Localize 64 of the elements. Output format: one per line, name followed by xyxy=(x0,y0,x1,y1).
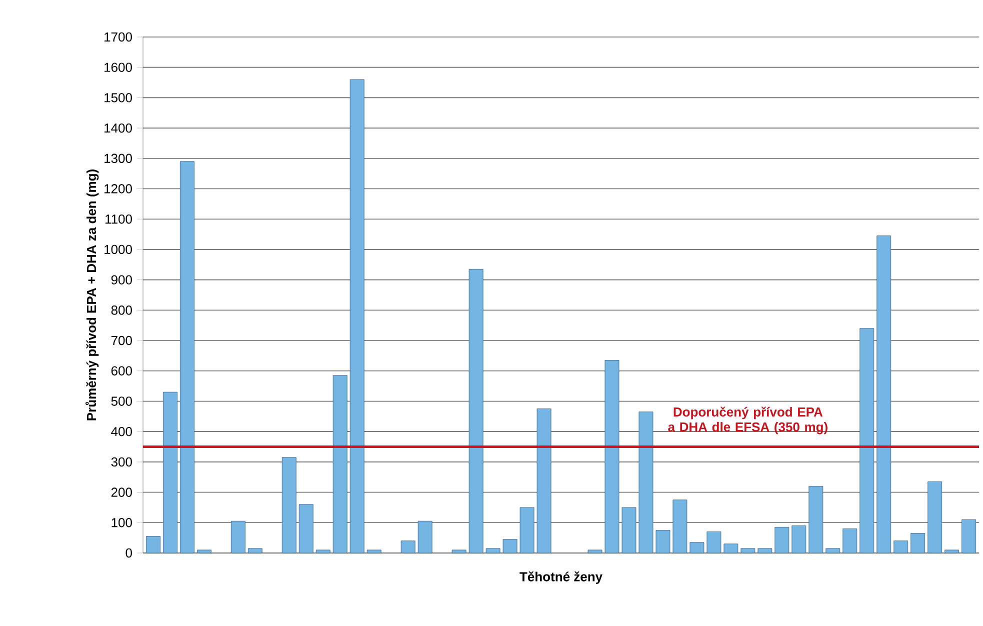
bar xyxy=(740,548,756,554)
y-tick-label: 100 xyxy=(112,518,132,528)
y-tick-label: 600 xyxy=(111,366,132,376)
bar xyxy=(672,500,688,554)
y-tick-label: 900 xyxy=(111,275,132,284)
bar xyxy=(860,328,874,554)
y-tick-label: 1000 xyxy=(104,244,132,254)
y-tick-label: 500 xyxy=(111,396,132,406)
y-tick-label: 300 xyxy=(111,457,132,467)
y-tick-label: 200 xyxy=(111,488,132,497)
bar xyxy=(826,548,840,554)
bar xyxy=(298,504,314,554)
bar xyxy=(928,481,942,554)
bar xyxy=(468,268,484,554)
bar xyxy=(656,530,670,554)
bar xyxy=(146,536,160,554)
bar xyxy=(638,412,654,554)
bar xyxy=(248,548,262,554)
y-tick-label: 1100 xyxy=(106,214,132,224)
bar xyxy=(962,519,976,554)
bar xyxy=(604,360,620,554)
bar xyxy=(520,507,534,554)
y-tick-label: 1400 xyxy=(104,123,132,133)
bar xyxy=(706,532,722,554)
y-tick-label: 400 xyxy=(111,426,132,436)
y-tick-label: 1500 xyxy=(104,93,132,102)
y-tick-label: 1700 xyxy=(104,32,132,42)
bar xyxy=(944,550,960,554)
bar xyxy=(502,539,518,554)
bar xyxy=(622,507,636,554)
bar xyxy=(350,79,364,554)
y-axis-title: Průměrný přívod EPA + DHA za den (mg) xyxy=(86,170,99,420)
bar xyxy=(332,375,348,554)
bar xyxy=(808,486,824,554)
bar xyxy=(162,392,178,554)
bar xyxy=(452,550,466,554)
ref-line-label: Doporučený přívod EPA a DHA dle EFSA (350 mg) xyxy=(668,406,828,434)
y-tick-label: 700 xyxy=(111,336,132,346)
y-tick-label: 1600 xyxy=(104,62,132,72)
bar xyxy=(876,236,892,554)
bar xyxy=(792,525,806,554)
bar xyxy=(230,520,246,554)
bar xyxy=(418,520,432,554)
bar xyxy=(774,526,790,554)
y-tick-label: 1300 xyxy=(104,154,132,163)
y-tick-label: 0 xyxy=(126,548,132,558)
bar xyxy=(690,542,704,554)
bar xyxy=(758,548,772,554)
bar xyxy=(588,550,602,554)
y-tick-label: 800 xyxy=(111,306,132,315)
bar xyxy=(486,548,500,554)
bar xyxy=(282,457,296,554)
x-axis-title: Těhotné ženy xyxy=(520,572,602,584)
bar xyxy=(366,550,382,554)
bar xyxy=(842,528,858,554)
bar xyxy=(894,540,908,554)
bar xyxy=(724,544,738,554)
bar xyxy=(400,540,416,554)
bar xyxy=(180,161,194,554)
bar xyxy=(910,533,926,554)
bar xyxy=(316,550,330,554)
y-tick-label: 1200 xyxy=(104,184,132,194)
bar xyxy=(536,408,552,554)
bar xyxy=(196,550,212,554)
